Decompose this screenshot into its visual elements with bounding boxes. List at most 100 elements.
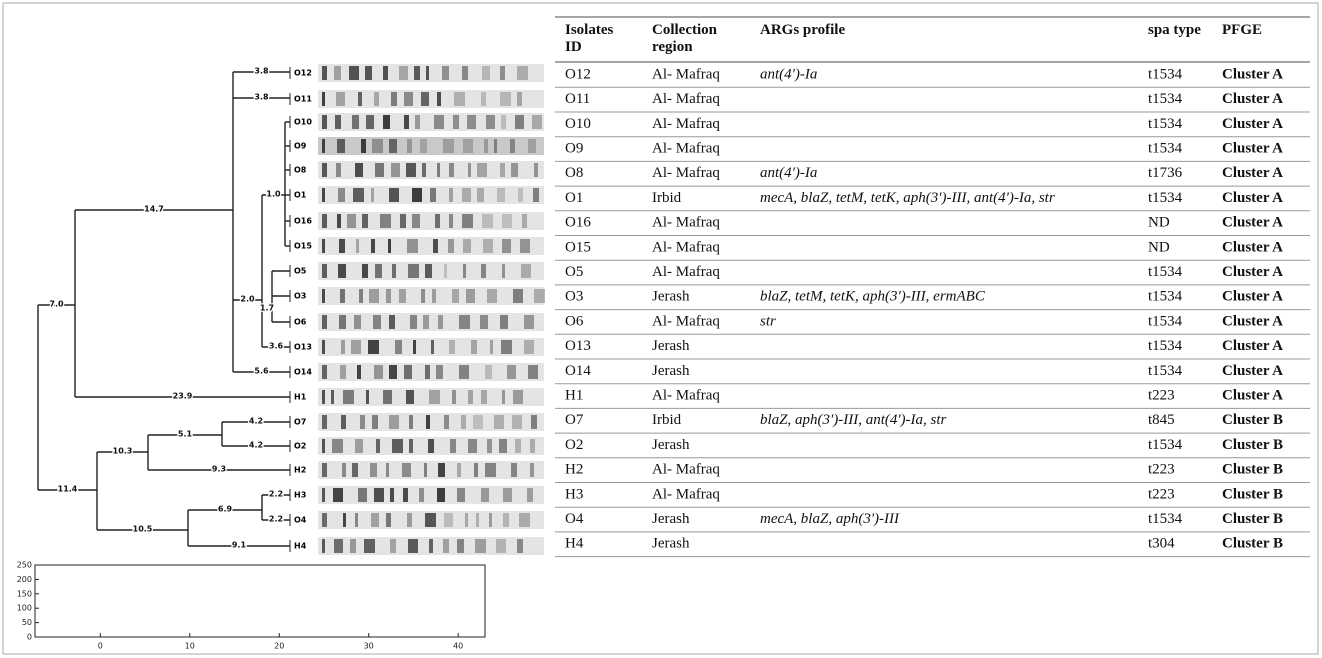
cell-region: Al- Mafraq: [652, 165, 720, 181]
cell-id: O16: [565, 215, 591, 231]
branch-label: 10.3: [113, 447, 133, 456]
y-tick-label: 150: [17, 589, 32, 598]
gel-band: [437, 488, 445, 502]
gel-band: [337, 139, 345, 153]
gel-band: [454, 92, 465, 106]
cell-spa: t1534: [1148, 363, 1183, 379]
gel-band: [462, 214, 473, 228]
cell-id: O4: [565, 511, 584, 527]
gel-band: [468, 390, 473, 404]
gel-band: [423, 315, 429, 329]
gel-band: [501, 340, 512, 354]
gel-band: [322, 115, 327, 129]
gel-band: [425, 365, 430, 379]
gel-band: [500, 163, 505, 177]
gel-band: [334, 539, 343, 553]
cell-pfge: Cluster A: [1222, 239, 1283, 255]
gel-band: [392, 439, 403, 453]
gel-band: [322, 66, 327, 80]
branch-label: 9.3: [212, 465, 226, 474]
gel-band: [477, 163, 487, 177]
gel-band: [528, 365, 538, 379]
cell-id: O13: [565, 338, 591, 354]
gel-band: [453, 115, 459, 129]
cell-id: H4: [565, 536, 584, 552]
gel-band: [371, 188, 374, 202]
gel-band: [450, 439, 456, 453]
branch-label: 9.1: [232, 541, 247, 550]
header-line: region: [652, 39, 693, 55]
gel-band: [428, 439, 434, 453]
gel-band: [334, 66, 341, 80]
gel-band: [333, 488, 343, 502]
gel-band: [463, 264, 466, 278]
x-tick-label: 10: [185, 642, 195, 651]
gel-band: [412, 214, 420, 228]
gel-band: [407, 139, 412, 153]
gel-band: [489, 513, 492, 527]
leaf-label: O10: [294, 118, 312, 127]
gel-band: [471, 340, 477, 354]
cell-pfge: Cluster A: [1222, 264, 1283, 280]
gel-band: [414, 66, 420, 80]
leaf-label: O16: [294, 217, 312, 226]
cell-region: Al- Mafraq: [652, 215, 720, 231]
leaf-label: O15: [294, 242, 312, 251]
cell-region: Jerash: [652, 338, 690, 354]
gel-band: [463, 239, 471, 253]
gel-band: [438, 463, 445, 477]
leaf-label: O9: [294, 142, 307, 151]
cell-spa: t304: [1148, 536, 1175, 552]
x-tick-label: 30: [364, 642, 374, 651]
gel-band: [359, 289, 363, 303]
gel-band: [459, 365, 469, 379]
cell-region: Al- Mafraq: [652, 91, 720, 107]
gel-band: [355, 513, 358, 527]
gel-band: [374, 92, 379, 106]
gel-band: [422, 163, 426, 177]
figure: O12O11O10O9O8O1O16O15O5O3O6O13O14H1O7O2H…: [0, 0, 1322, 658]
cell-spa: t1534: [1148, 289, 1183, 305]
gel-band: [389, 365, 397, 379]
cell-id: O2: [565, 437, 583, 453]
gel-band: [372, 139, 383, 153]
gel-band: [389, 315, 395, 329]
gel-band: [358, 92, 362, 106]
gel-band: [484, 139, 488, 153]
cell-spa: t1534: [1148, 66, 1183, 82]
gel-band: [322, 340, 325, 354]
gel-band: [502, 239, 511, 253]
cell-region: Al- Mafraq: [652, 66, 720, 82]
gel-band: [340, 289, 345, 303]
branch-label: 4.2: [249, 441, 263, 450]
gel-band: [371, 513, 379, 527]
gel-band: [474, 463, 478, 477]
gel-band: [462, 66, 468, 80]
gel-band: [322, 92, 325, 106]
gel-band: [409, 439, 413, 453]
gel-band: [524, 315, 534, 329]
gel-band: [510, 139, 515, 153]
cell-region: Jerash: [652, 437, 690, 453]
gel-lane: [318, 113, 544, 131]
branch-label: 3.8: [254, 93, 269, 102]
gel-band: [481, 488, 489, 502]
gel-band: [531, 415, 537, 429]
gel-band: [421, 92, 429, 106]
gel-band: [434, 115, 444, 129]
cell-region: Al- Mafraq: [652, 313, 720, 329]
gel-band: [437, 163, 440, 177]
gel-band: [473, 415, 483, 429]
gel-band: [402, 463, 411, 477]
gel-band: [475, 539, 486, 553]
gel-band: [343, 513, 346, 527]
gel-band: [487, 289, 497, 303]
leaf-label: O3: [294, 292, 306, 301]
gel-band: [369, 289, 379, 303]
gel-band: [485, 463, 496, 477]
cell-pfge: Cluster A: [1222, 338, 1283, 354]
gel-band: [322, 163, 327, 177]
cell-region: Al- Mafraq: [652, 462, 720, 478]
gel-band: [513, 390, 523, 404]
gel-band: [496, 539, 506, 553]
